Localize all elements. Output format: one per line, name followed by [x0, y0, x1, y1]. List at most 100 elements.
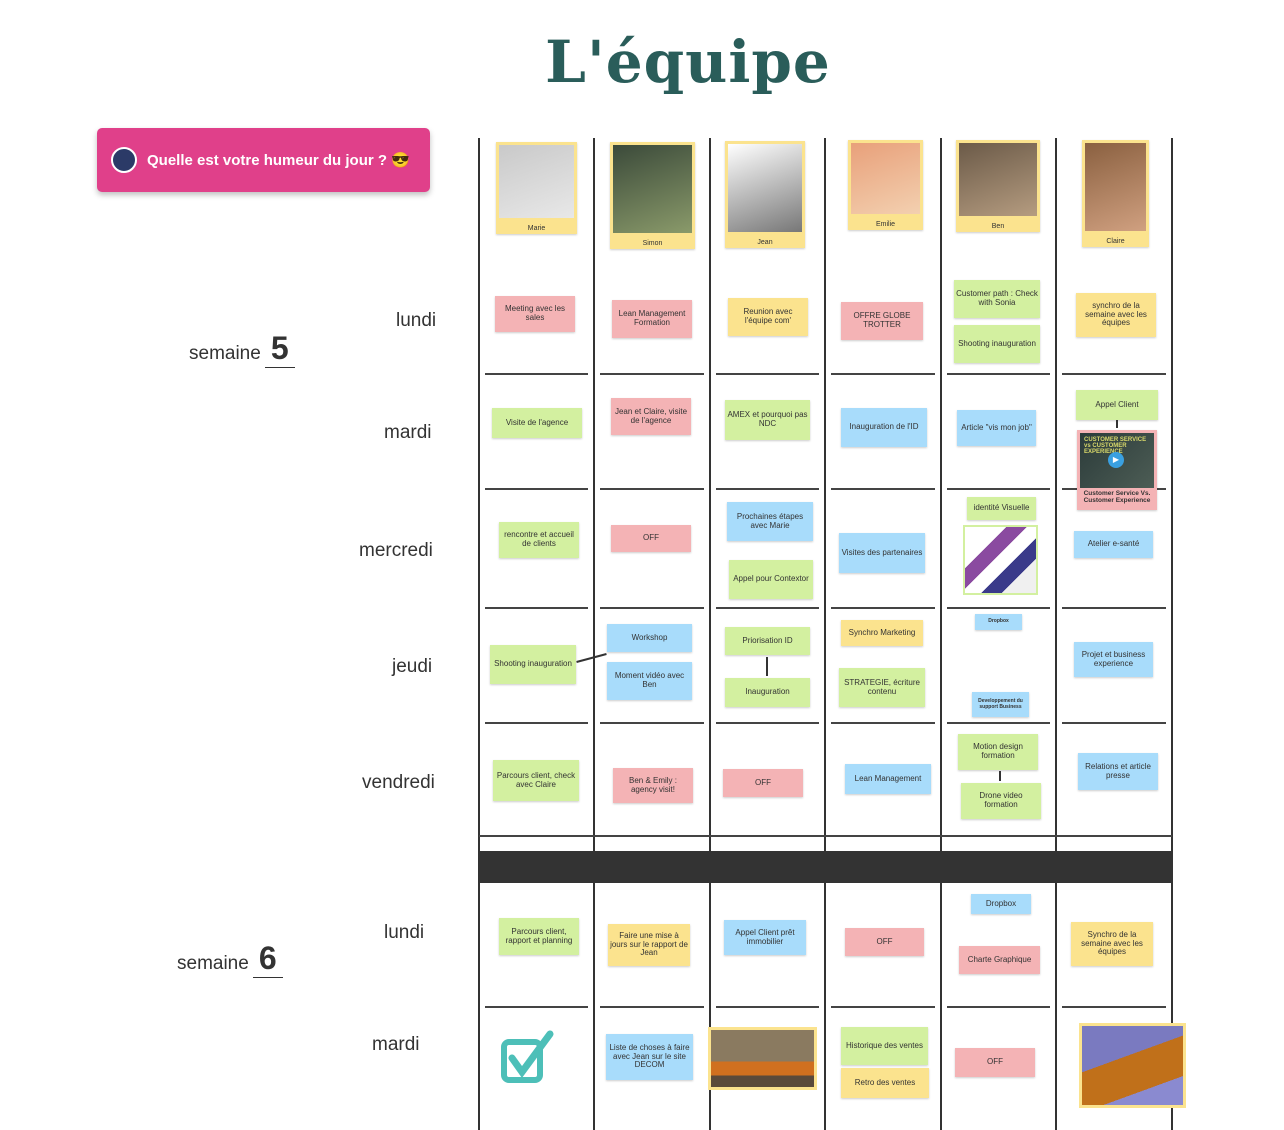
row-divider: [831, 722, 935, 724]
sticky-note[interactable]: synchro de la semaine avec les équipes: [1076, 293, 1156, 337]
sticky-note-text: AMEX et pourquoi pas NDC: [727, 410, 808, 428]
sticky-note[interactable]: Charte Graphique: [959, 946, 1040, 974]
team-member-name: Jean: [757, 239, 773, 246]
profile-photo: [613, 145, 692, 233]
sticky-note[interactable]: OFF: [955, 1048, 1035, 1077]
team-member-name: Ben: [991, 223, 1005, 230]
sticky-note-text: Moment vidéo avec Ben: [614, 671, 685, 689]
sticky-note[interactable]: Drone video formation: [961, 783, 1041, 819]
sticky-note[interactable]: Reunion avec l'équipe com': [728, 298, 808, 336]
column-divider: [709, 138, 711, 1130]
sticky-note[interactable]: Appel Client prêt immobilier: [724, 920, 806, 955]
sticky-note[interactable]: Moment vidéo avec Ben: [607, 662, 692, 700]
sticky-note[interactable]: OFF: [845, 928, 924, 956]
sticky-note-text: STRATEGIE, écriture contenu: [844, 677, 920, 696]
sticky-note[interactable]: Lean Management Formation: [612, 300, 692, 338]
sticky-note[interactable]: Dropbox: [975, 614, 1022, 630]
row-divider: [600, 488, 704, 490]
week-number: 5: [264, 330, 295, 368]
row-divider: [947, 373, 1050, 375]
sticky-note-text: Parcours client, rapport et planning: [505, 926, 573, 945]
sticky-note-text: Shooting inauguration: [494, 659, 572, 669]
team-member-card[interactable]: Emilie: [848, 140, 923, 230]
sticky-note-text: OFF: [987, 1057, 1003, 1067]
day-label: vendredi: [362, 772, 435, 793]
sticky-note[interactable]: Jean et Claire, visite de l'agence: [611, 398, 691, 435]
sticky-note[interactable]: Shooting inauguration: [954, 325, 1040, 363]
garfield-image[interactable]: [1079, 1023, 1186, 1108]
sticky-note[interactable]: Historique des ventes: [841, 1027, 928, 1065]
column-divider: [478, 138, 480, 1130]
sticky-note[interactable]: Developpement du support Business: [972, 692, 1029, 717]
sticky-note[interactable]: OFF: [611, 525, 691, 552]
sticky-note-text: rencontre et accueil de clients: [504, 530, 574, 548]
sticky-note[interactable]: Retro des ventes: [841, 1068, 929, 1098]
team-member-card[interactable]: Claire: [1082, 140, 1149, 247]
sticky-note[interactable]: Relations et article presse: [1078, 753, 1158, 790]
sticky-note[interactable]: Parcours client, rapport et planning: [499, 918, 579, 955]
day-label: mardi: [384, 422, 432, 443]
sticky-note[interactable]: STRATEGIE, écriture contenu: [839, 668, 925, 707]
sticky-note-text: OFF: [643, 533, 659, 543]
row-divider: [831, 1006, 935, 1008]
row-divider: [485, 1006, 588, 1008]
sticky-note-text: identité Visuelle: [973, 503, 1030, 513]
sticky-note[interactable]: Synchro de la semaine avec les équipes: [1071, 922, 1153, 966]
sticky-note[interactable]: Ben & Emily : agency visit!: [613, 768, 693, 803]
column-divider: [824, 138, 826, 1130]
sticky-note[interactable]: Prochaines étapes avec Marie: [727, 502, 813, 541]
sticky-note-text: Drone video formation: [979, 791, 1023, 809]
column-divider: [1171, 138, 1173, 1130]
sticky-note[interactable]: Atelier e-santé: [1074, 531, 1153, 558]
sticky-note[interactable]: Liste de choses à faire avec Jean sur le…: [606, 1034, 693, 1080]
sticky-note-text: Workshop: [631, 632, 668, 642]
sticky-note[interactable]: Dropbox: [971, 894, 1031, 914]
row-divider: [947, 722, 1050, 724]
sticky-note[interactable]: Priorisation ID: [725, 627, 810, 655]
sticky-note[interactable]: Appel pour Contextor: [729, 560, 813, 599]
team-member-card[interactable]: Marie: [496, 142, 577, 234]
sticky-note[interactable]: Inauguration: [725, 678, 810, 707]
sticky-note[interactable]: identité Visuelle: [967, 497, 1036, 520]
checkbox-icon[interactable]: [500, 1030, 556, 1086]
sticky-note[interactable]: Visite de l'agence: [492, 408, 582, 438]
team-member-card[interactable]: Ben: [956, 140, 1040, 232]
laptop-photo[interactable]: [708, 1027, 817, 1090]
page-title: L'équipe: [545, 28, 831, 96]
sticky-note[interactable]: Meeting avec les sales: [495, 296, 575, 332]
sticky-note[interactable]: Motion design formation: [958, 734, 1038, 770]
sticky-note-text: Article "vis mon job": [961, 422, 1032, 432]
sticky-note[interactable]: Workshop: [607, 624, 692, 652]
sticky-note-text: OFF: [876, 936, 893, 946]
sticky-note[interactable]: Shooting inauguration: [490, 645, 576, 684]
sticky-note[interactable]: rencontre et accueil de clients: [499, 522, 579, 558]
sticky-note[interactable]: Article "vis mon job": [957, 410, 1036, 446]
team-member-card[interactable]: Simon: [610, 142, 695, 249]
sticky-note[interactable]: AMEX et pourquoi pas NDC: [725, 400, 810, 440]
play-icon[interactable]: ▶: [1108, 452, 1124, 468]
sticky-note[interactable]: Inauguration de l'ID: [841, 408, 927, 447]
sticky-note[interactable]: Appel Client: [1076, 390, 1158, 420]
team-member-card[interactable]: Jean: [725, 141, 805, 248]
week-number: 6: [252, 940, 283, 978]
connector-line: [576, 653, 607, 663]
visual-identity-image[interactable]: [963, 525, 1038, 595]
sticky-note-text: Appel Client prêt immobilier: [735, 927, 795, 946]
sticky-note-text: OFFRE GLOBE TROTTER: [853, 311, 911, 329]
sticky-note[interactable]: Lean Management: [845, 764, 931, 794]
sticky-note[interactable]: Visites des partenaires: [839, 533, 925, 573]
sticky-note[interactable]: Parcours client, check avec Claire: [493, 760, 579, 801]
sticky-note-text: Liste de choses à faire avec Jean sur le…: [609, 1042, 690, 1070]
sticky-note[interactable]: Faire une mise à jours sur le rapport de…: [608, 924, 690, 966]
video-card[interactable]: CUSTOMER SERVICE vs CUSTOMER EXPERIENCE ▶…: [1077, 430, 1157, 510]
mood-button[interactable]: Quelle est votre humeur du jour ? 😎: [97, 128, 430, 192]
sticky-note[interactable]: Customer path : Check with Sonia: [954, 280, 1040, 318]
sticky-note[interactable]: OFFRE GLOBE TROTTER: [841, 302, 923, 340]
sticky-note[interactable]: Projet et business experience: [1074, 642, 1153, 677]
row-divider: [716, 1006, 819, 1008]
sticky-note-text: Meeting avec les sales: [504, 304, 566, 322]
connector-line: [1116, 420, 1118, 428]
row-divider: [485, 607, 588, 609]
sticky-note[interactable]: OFF: [723, 769, 803, 797]
sticky-note[interactable]: Synchro Marketing: [841, 620, 923, 646]
